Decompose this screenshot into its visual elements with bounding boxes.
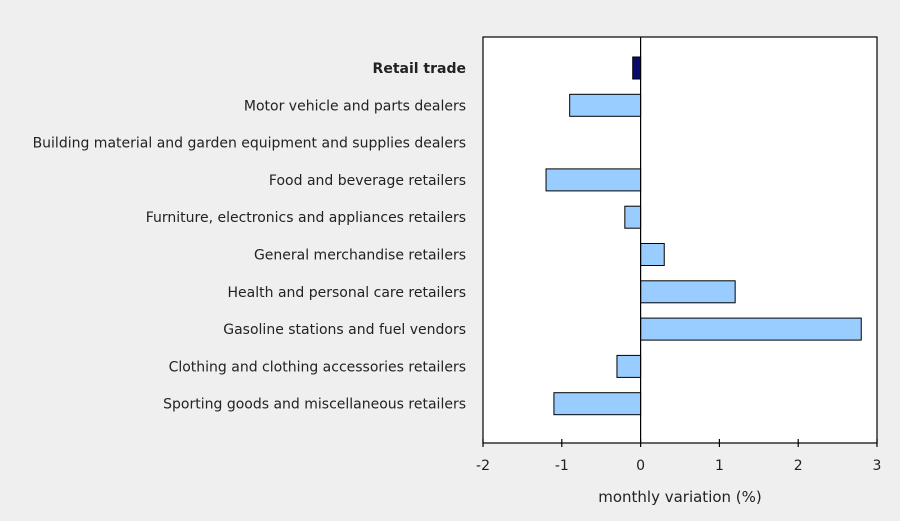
bar-8: [616, 354, 642, 378]
category-label-8: Clothing and clothing accessories retail…: [169, 359, 466, 375]
x-tick-label-2: 0: [636, 458, 645, 474]
plot-frame: [482, 36, 878, 444]
x-tick-label-0: -2: [476, 458, 490, 474]
x-axis-ticks: -2 -1 0 1 2 3: [476, 439, 881, 474]
bar-1: [569, 93, 642, 117]
category-label-2: Building material and garden equipment a…: [33, 136, 466, 152]
category-label-4: Furniture, electronics and appliances re…: [146, 210, 466, 226]
category-label-9: Sporting goods and miscellaneous retaile…: [163, 397, 466, 413]
bar-0: [632, 56, 642, 80]
category-label-0: Retail trade: [373, 61, 466, 77]
category-label-1: Motor vehicle and parts dealers: [244, 98, 466, 114]
x-tick-label-3: 1: [715, 458, 724, 474]
x-tick-label-1: -1: [555, 458, 569, 474]
bar-7: [640, 317, 862, 341]
category-label-6: Health and personal care retailers: [228, 285, 466, 301]
bar-5: [640, 243, 665, 266]
category-label-5: General merchandise retailers: [254, 248, 466, 264]
category-labels: Retail trade Motor vehicle and parts deal…: [33, 61, 466, 413]
bar-3: [545, 168, 642, 192]
x-tick-label-4: 2: [794, 458, 803, 474]
bar-6: [640, 280, 736, 304]
plot-area: [483, 37, 877, 443]
category-label-3: Food and beverage retailers: [269, 173, 466, 189]
category-label-7: Gasoline stations and fuel vendors: [223, 322, 466, 338]
bar-4: [624, 205, 642, 229]
x-axis-title: monthly variation (%): [598, 488, 762, 506]
x-tick-label-5: 3: [873, 458, 882, 474]
bar-9: [553, 392, 642, 416]
